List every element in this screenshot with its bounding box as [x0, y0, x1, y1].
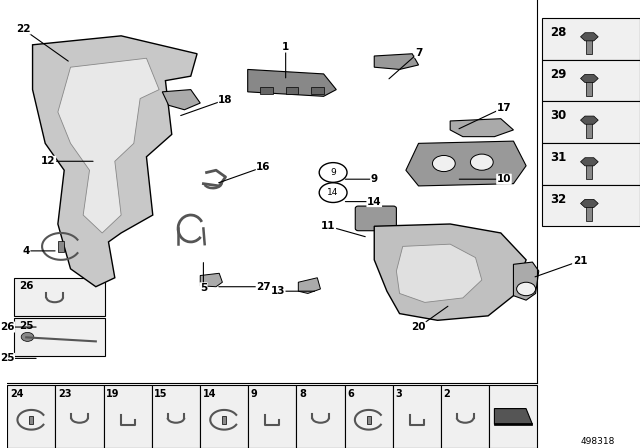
- Text: 14: 14: [328, 188, 339, 197]
- Polygon shape: [406, 141, 526, 186]
- Polygon shape: [374, 54, 419, 69]
- Polygon shape: [580, 74, 598, 82]
- Text: 1: 1: [282, 42, 289, 52]
- Bar: [542, 185, 640, 226]
- Text: 498318: 498318: [580, 437, 614, 446]
- Bar: [542, 101, 640, 143]
- Polygon shape: [374, 224, 526, 320]
- Circle shape: [433, 155, 455, 172]
- Polygon shape: [580, 116, 598, 124]
- Bar: [56, 385, 104, 448]
- Text: 20: 20: [412, 322, 426, 332]
- Bar: [7, 385, 56, 448]
- Bar: [542, 143, 640, 185]
- Text: 29: 29: [550, 68, 566, 81]
- Text: 9: 9: [251, 389, 257, 399]
- Bar: [495, 423, 532, 425]
- Bar: [222, 416, 227, 424]
- Text: 15: 15: [154, 389, 168, 399]
- Text: 25: 25: [19, 321, 33, 331]
- Bar: [260, 87, 273, 94]
- Polygon shape: [580, 158, 598, 166]
- Text: 27: 27: [256, 282, 271, 292]
- Text: 26: 26: [0, 322, 15, 332]
- Circle shape: [516, 282, 536, 296]
- Text: 9: 9: [371, 174, 378, 184]
- Circle shape: [470, 154, 493, 170]
- Text: 16: 16: [256, 162, 271, 172]
- Bar: [490, 385, 538, 448]
- Bar: [296, 385, 345, 448]
- Polygon shape: [163, 90, 200, 110]
- Text: 3: 3: [396, 389, 402, 399]
- Polygon shape: [248, 69, 336, 96]
- Polygon shape: [200, 273, 222, 287]
- Bar: [393, 385, 441, 448]
- Text: 17: 17: [497, 103, 511, 112]
- Text: 14: 14: [367, 197, 381, 207]
- Text: 32: 32: [550, 193, 566, 206]
- Text: 8: 8: [299, 389, 306, 399]
- Polygon shape: [580, 199, 598, 207]
- Polygon shape: [580, 33, 598, 41]
- Bar: [586, 120, 593, 138]
- Text: 6: 6: [348, 389, 354, 399]
- Bar: [586, 37, 593, 54]
- Polygon shape: [58, 58, 159, 233]
- Bar: [586, 162, 593, 179]
- Bar: [311, 87, 324, 94]
- Polygon shape: [298, 278, 321, 293]
- Bar: [345, 385, 393, 448]
- Polygon shape: [33, 36, 197, 287]
- Text: 28: 28: [550, 26, 566, 39]
- FancyBboxPatch shape: [355, 206, 396, 231]
- Bar: [586, 78, 593, 96]
- Bar: [285, 87, 298, 94]
- Text: 11: 11: [321, 221, 335, 231]
- Text: 12: 12: [41, 156, 56, 166]
- Bar: [367, 416, 371, 424]
- Polygon shape: [495, 409, 532, 424]
- Text: 2: 2: [444, 389, 451, 399]
- Text: 4: 4: [22, 246, 30, 256]
- Text: 9: 9: [330, 168, 336, 177]
- Text: 22: 22: [16, 24, 30, 34]
- Polygon shape: [450, 119, 513, 137]
- Polygon shape: [513, 262, 539, 300]
- Text: 7: 7: [415, 47, 422, 58]
- Text: 30: 30: [550, 109, 566, 122]
- Bar: [104, 385, 152, 448]
- Text: 10: 10: [497, 174, 511, 184]
- Bar: [542, 18, 640, 60]
- Bar: [29, 416, 33, 424]
- Bar: [200, 385, 248, 448]
- Bar: [248, 385, 296, 448]
- Text: 5: 5: [200, 283, 207, 293]
- Polygon shape: [396, 244, 482, 302]
- Bar: [152, 385, 200, 448]
- Bar: [58, 241, 64, 252]
- Text: 21: 21: [573, 256, 587, 266]
- Bar: [13, 318, 106, 356]
- Circle shape: [21, 332, 34, 341]
- Text: 24: 24: [10, 389, 23, 399]
- Bar: [542, 60, 640, 101]
- Bar: [586, 203, 593, 221]
- Text: 26: 26: [19, 281, 33, 291]
- Text: 23: 23: [58, 389, 72, 399]
- Text: 13: 13: [271, 286, 285, 296]
- Bar: [441, 385, 490, 448]
- Text: 14: 14: [203, 389, 216, 399]
- Text: 19: 19: [106, 389, 120, 399]
- Text: 31: 31: [550, 151, 566, 164]
- Text: 18: 18: [218, 95, 233, 105]
- Bar: [13, 278, 106, 316]
- Text: 25: 25: [0, 353, 15, 363]
